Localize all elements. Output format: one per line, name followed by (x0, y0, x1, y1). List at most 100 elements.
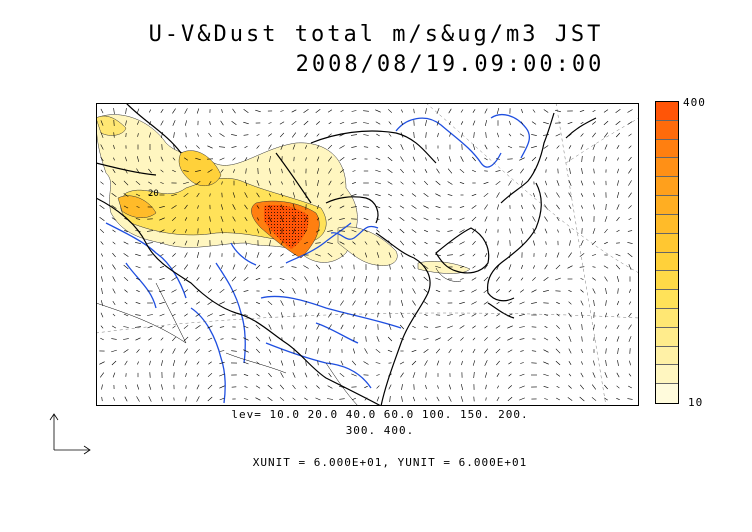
wind-arrow (207, 396, 213, 402)
wind-arrow (184, 217, 188, 221)
wind-arrow (437, 132, 439, 138)
wind-arrow (543, 373, 549, 377)
wind-arrow (628, 205, 632, 209)
wind-arrow (401, 384, 403, 390)
wind-arrow (376, 336, 380, 342)
wind-arrow (327, 385, 333, 389)
wind-arrow (195, 336, 201, 342)
wind-arrow (423, 338, 429, 340)
wind-arrow (243, 374, 249, 376)
wind-arrow (341, 337, 343, 341)
wind-arrow (483, 181, 489, 185)
wind-arrow (447, 181, 453, 185)
wind-arrow (196, 301, 200, 305)
wind-arrow (134, 326, 142, 328)
wind-arrow (135, 337, 141, 341)
wind-arrow (425, 108, 427, 114)
wind-arrow (460, 337, 464, 341)
wind-arrow (472, 241, 476, 245)
wind-arrow (532, 216, 536, 222)
wind-arrow (616, 300, 620, 306)
wind-arrow (520, 277, 524, 281)
wind-arrow (569, 228, 571, 234)
wind-arrow (617, 180, 619, 186)
wind-arrow (627, 398, 633, 400)
wind-arrow (339, 218, 345, 220)
wind-arrow (628, 168, 632, 174)
wind-arrow (509, 228, 511, 234)
wind-arrow (580, 133, 584, 137)
wind-arrow (483, 276, 489, 282)
wind-arrow (315, 109, 321, 113)
wind-arrow (112, 252, 116, 258)
wind-arrow (496, 373, 500, 377)
wind-arrow (111, 325, 117, 329)
wind-arrow (423, 301, 429, 305)
wind-arrow (256, 145, 260, 149)
wind-arrow (111, 180, 117, 186)
wind-arrow (184, 240, 188, 246)
wind-arrow (436, 230, 440, 232)
wind-arrow (292, 192, 296, 198)
wind-arrow (111, 217, 117, 221)
wind-arrow (328, 205, 332, 209)
wind-arrow (351, 206, 357, 208)
wind-arrow (543, 361, 549, 365)
wind-arrow (280, 253, 284, 257)
wind-arrow (281, 216, 283, 222)
wind-arrow (209, 121, 211, 125)
wind-arrow (185, 229, 187, 233)
wind-arrow (423, 193, 429, 197)
wind-arrow (376, 240, 380, 246)
wind-arrow (508, 289, 512, 293)
wind-arrow (388, 252, 392, 258)
wind-arrow (459, 241, 465, 245)
wind-arrow (628, 145, 632, 149)
wind-arrow (351, 110, 357, 112)
wind-arrow (123, 326, 129, 328)
wind-arrow (411, 349, 417, 353)
wind-arrow (184, 313, 188, 317)
wind-arrow (581, 168, 583, 174)
wind-arrow (171, 205, 177, 209)
wind-arrow (425, 132, 427, 138)
wind-arrow (471, 228, 477, 234)
wind-arrow (209, 265, 211, 269)
wind-arrow (531, 302, 537, 304)
wind-arrow (279, 384, 285, 390)
wind-arrow (123, 205, 129, 209)
wind-arrow (543, 337, 549, 341)
wind-arrow (328, 312, 332, 318)
wind-arrow (387, 336, 393, 342)
wind-arrow (208, 180, 212, 186)
wind-arrow (436, 360, 440, 366)
wind-arrow (124, 396, 128, 402)
wind-arrow (363, 134, 369, 136)
wind-arrow (568, 252, 572, 258)
wind-arrow (459, 301, 465, 305)
wind-arrow (305, 216, 307, 222)
wind-arrow (255, 336, 261, 342)
wind-arrow (363, 361, 369, 365)
wind-arrow (196, 396, 200, 402)
wind-arrow (124, 218, 128, 220)
wind-arrow (159, 301, 165, 305)
wind-arrow (616, 385, 620, 389)
wind-arrow (268, 193, 272, 197)
wind-arrow (183, 181, 189, 185)
wind-arrow (353, 253, 355, 257)
wind-arrow (232, 216, 236, 222)
wind-arrow (544, 326, 548, 328)
wind-arrow (148, 109, 152, 113)
wind-arrow (219, 361, 225, 365)
wind-arrow (316, 204, 320, 210)
wind-arrow (508, 373, 512, 377)
wind-arrow (616, 324, 620, 330)
wind-arrow (605, 325, 607, 329)
wind-arrow (327, 144, 333, 150)
wind-arrow (185, 385, 187, 389)
wind-arrow (435, 180, 441, 186)
wind-arrow (423, 288, 429, 294)
colorbar-swatch (656, 365, 678, 385)
wind-arrow (208, 349, 212, 353)
